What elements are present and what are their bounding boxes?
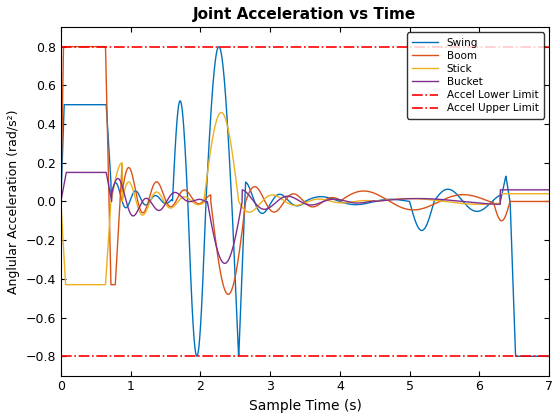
Stick [508, 191, 515, 196]
Legend: Swing, Boom, Stick, Bucket, Accel Lower Limit, Accel Upper Limit: Swing, Boom, Stick, Bucket, Accel Lower … [407, 32, 544, 118]
Swing [347, 202, 354, 207]
Accel Upper Limit [58, 44, 64, 49]
Swing [235, 354, 242, 359]
Boom [58, 199, 64, 204]
Swing [545, 354, 552, 359]
Bucket [63, 170, 69, 175]
Bucket [234, 223, 241, 228]
Line: Swing: Swing [61, 47, 549, 356]
Bucket [288, 194, 295, 200]
Line: Boom: Boom [61, 47, 549, 294]
Boom [545, 199, 552, 204]
Bucket [545, 187, 552, 192]
Accel Upper Limit [127, 44, 134, 49]
Stick [545, 191, 552, 196]
Stick [218, 110, 225, 115]
Stick [62, 282, 69, 287]
Swing [234, 328, 241, 333]
Boom [288, 192, 295, 197]
Boom [368, 190, 375, 195]
Stick [347, 200, 354, 205]
Boom [234, 260, 241, 265]
Bucket [160, 205, 166, 210]
Swing [58, 199, 64, 204]
Bucket [58, 199, 64, 204]
Line: Bucket: Bucket [61, 173, 549, 263]
Boom [347, 192, 354, 197]
Boom [160, 190, 166, 195]
Stick [234, 190, 241, 195]
Stick [58, 199, 64, 204]
Swing [288, 201, 295, 206]
Accel Lower Limit [127, 354, 134, 359]
Boom [60, 44, 67, 49]
Bucket [368, 199, 375, 204]
X-axis label: Sample Time (s): Sample Time (s) [249, 399, 361, 413]
Y-axis label: Anglular Acceleration (rad/s²): Anglular Acceleration (rad/s²) [7, 109, 20, 294]
Stick [160, 197, 166, 202]
Swing [508, 239, 515, 244]
Stick [288, 202, 295, 207]
Bucket [221, 261, 228, 266]
Swing [368, 200, 375, 205]
Bucket [347, 200, 354, 205]
Accel Lower Limit [58, 354, 64, 359]
Boom [225, 292, 232, 297]
Title: Joint Acceleration vs Time: Joint Acceleration vs Time [193, 7, 417, 22]
Stick [368, 198, 375, 203]
Swing [216, 44, 222, 49]
Line: Stick: Stick [61, 113, 549, 285]
Swing [160, 200, 166, 205]
Boom [508, 199, 515, 204]
Bucket [508, 187, 515, 192]
